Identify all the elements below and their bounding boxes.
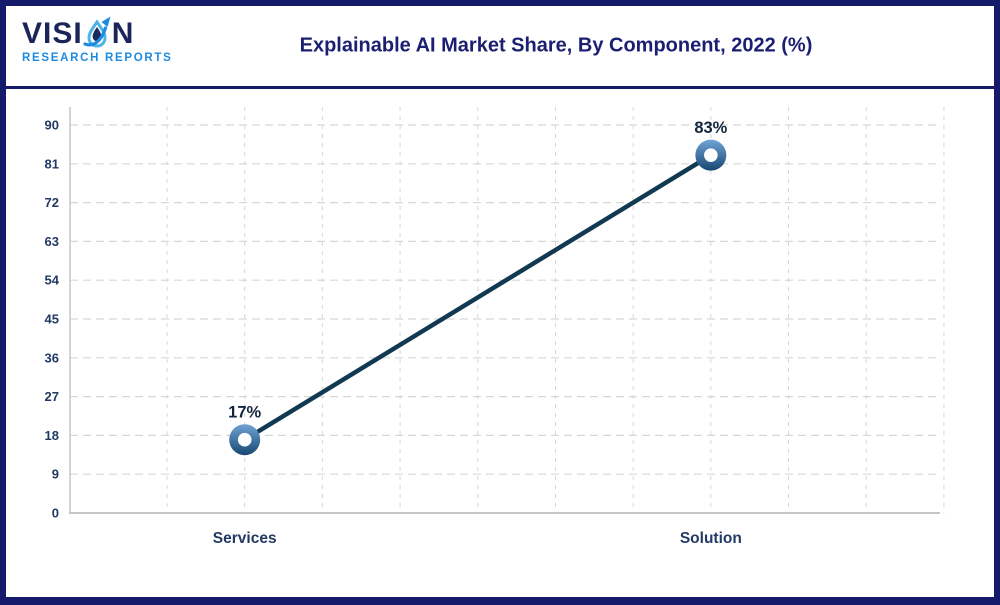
y-tick-label: 90 <box>45 118 59 133</box>
y-tick-label: 9 <box>52 467 59 482</box>
page-title: Explainable AI Market Share, By Componen… <box>299 34 813 57</box>
line-chart: 0 9 18 27 36 45 54 63 72 81 90 17% Services 83% Soluti… <box>45 107 945 547</box>
y-tick-labels: 0 9 18 27 36 45 54 63 72 81 90 <box>45 118 60 521</box>
x-category-label-services: Services <box>213 530 277 547</box>
logo: VISI N RESEARCH REPORTS <box>22 13 173 64</box>
data-point-hole-services <box>237 432 252 447</box>
y-tick-label: 36 <box>45 350 59 365</box>
y-tick-label: 54 <box>45 273 60 288</box>
x-category-label-solution: Solution <box>680 530 742 547</box>
data-point-hole-solution <box>704 148 718 162</box>
data-line <box>242 152 714 442</box>
y-tick-label: 72 <box>45 195 59 210</box>
chart-panel: 0 9 18 27 36 45 54 63 72 81 90 17% Services 83% Soluti… <box>6 89 994 594</box>
y-gridlines <box>70 124 940 475</box>
logo-tagline: RESEARCH REPORTS <box>22 52 173 64</box>
point-label-services: 17% <box>228 404 261 422</box>
header: VISI N RESEARCH REPORTS Explainable AI M… <box>6 6 994 89</box>
y-tick-label: 0 <box>52 506 59 521</box>
y-tick-label: 81 <box>45 156 59 171</box>
x-gridlines <box>166 107 945 513</box>
logo-brand-right: N <box>111 17 135 50</box>
water-drop-arrow-icon <box>83 16 111 48</box>
y-tick-label: 18 <box>45 428 59 443</box>
point-label-solution: 83% <box>694 119 727 137</box>
y-tick-label: 27 <box>45 389 59 404</box>
y-tick-label: 63 <box>45 234 59 249</box>
logo-brand: VISI N <box>22 13 173 49</box>
y-tick-label: 45 <box>45 312 59 327</box>
logo-brand-left: VISI <box>22 17 83 50</box>
